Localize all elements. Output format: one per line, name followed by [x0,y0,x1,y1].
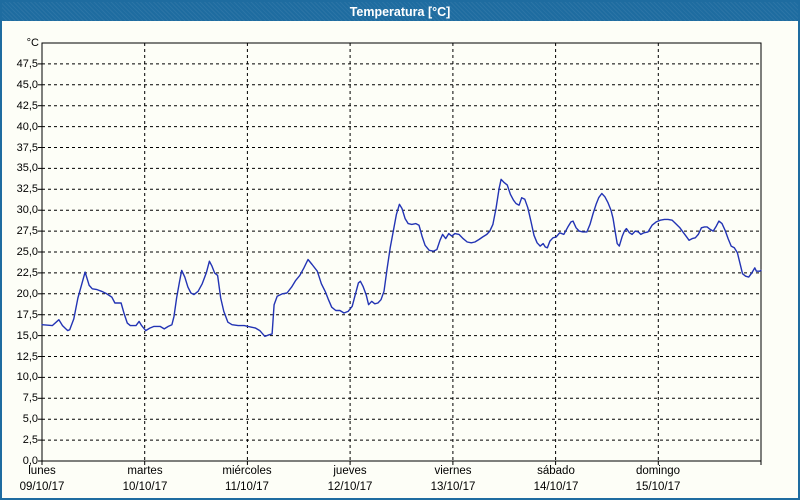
y-tick-label: 42,5 [16,100,38,112]
y-tick-label: 47,5 [16,58,38,70]
x-day-label: miércoles [222,465,272,477]
y-tick-label: 30,0 [16,204,38,216]
x-date-label: 13/10/17 [430,481,476,493]
x-date-label: 15/10/17 [635,481,681,493]
y-tick-label: 27,5 [16,225,38,237]
title-bar: Temperatura [°C] [2,2,798,21]
x-date-label: 10/10/17 [122,481,168,493]
y-tick-label: 40,0 [16,121,38,133]
y-tick-label: 37,5 [16,142,38,154]
y-tick-label: 32,5 [16,183,38,195]
y-tick-label: 12,5 [16,351,38,363]
y-tick-label: 22,5 [16,267,38,279]
x-day-label: domingo [635,465,681,477]
x-day-label: viernes [434,465,472,477]
y-tick-label: 20,0 [16,288,38,300]
x-day-label: sábado [537,465,575,477]
y-tick-label: 5,0 [22,413,38,425]
y-tick-label: 0,0 [22,455,38,467]
x-day-label: martes [127,465,163,477]
x-date-label: 11/10/17 [225,481,269,493]
y-tick-label: 35,0 [16,162,38,174]
x-date-label: 12/10/17 [327,481,373,493]
x-day-label: lunes [28,465,56,477]
x-date-label: 09/10/17 [19,481,65,493]
y-tick-label: 45,0 [16,79,38,91]
chart-title: Temperatura [°C] [349,4,451,19]
y-tick-label: 17,5 [16,309,38,321]
y-axis-unit-label: °C [26,37,39,49]
y-tick-label: 15,0 [16,330,38,342]
y-tick-label: 2,5 [22,434,38,446]
y-tick-label: 10,0 [16,371,38,383]
x-date-label: 14/10/17 [533,481,579,493]
x-day-label: jueves [333,465,367,477]
y-tick-label: 25,0 [16,246,38,258]
y-tick-label: 7,5 [22,392,38,404]
